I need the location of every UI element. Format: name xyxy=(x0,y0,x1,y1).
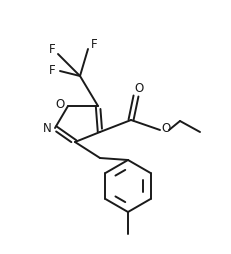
Text: F: F xyxy=(49,64,55,76)
Text: F: F xyxy=(49,42,55,56)
Text: N: N xyxy=(43,122,51,135)
Text: F: F xyxy=(90,38,97,51)
Text: O: O xyxy=(161,122,170,135)
Text: O: O xyxy=(134,83,143,96)
Text: O: O xyxy=(55,99,64,112)
